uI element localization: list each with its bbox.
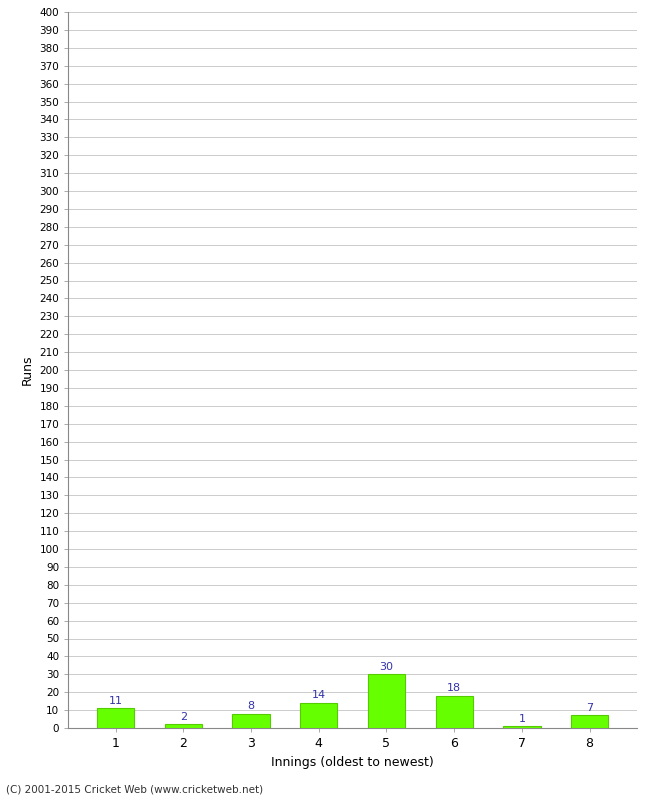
Text: 11: 11 (109, 696, 123, 706)
Bar (503, 726, 541, 728)
Text: 7: 7 (586, 702, 593, 713)
Bar (233, 714, 270, 728)
Bar (368, 674, 405, 728)
Bar (300, 703, 337, 728)
Text: 14: 14 (312, 690, 326, 700)
Text: 18: 18 (447, 683, 462, 693)
Text: 8: 8 (248, 701, 255, 711)
Text: 2: 2 (180, 712, 187, 722)
Bar (436, 696, 473, 728)
Text: 30: 30 (380, 662, 393, 672)
Text: 1: 1 (519, 714, 525, 723)
Y-axis label: Runs: Runs (21, 354, 34, 386)
Bar (571, 715, 608, 728)
X-axis label: Innings (oldest to newest): Innings (oldest to newest) (271, 755, 434, 769)
Bar (97, 708, 135, 728)
Bar (164, 725, 202, 728)
Text: (C) 2001-2015 Cricket Web (www.cricketweb.net): (C) 2001-2015 Cricket Web (www.cricketwe… (6, 784, 264, 794)
